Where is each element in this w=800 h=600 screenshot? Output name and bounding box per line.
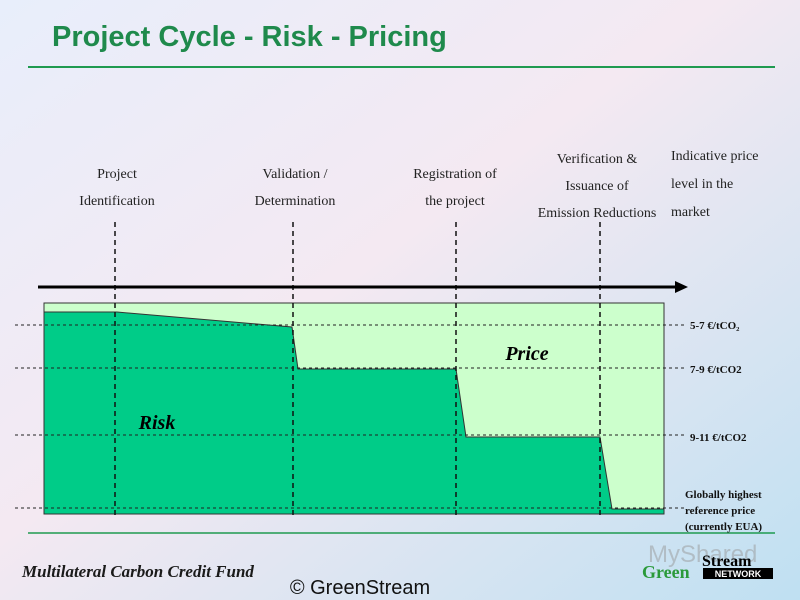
logo-green: Green: [642, 562, 690, 582]
price-level: 5-7 €/tCO₂: [690, 320, 740, 332]
price-level: 7-9 €/tCO2: [690, 364, 742, 376]
logo-bar: [703, 568, 773, 579]
logo-network: NETWORK: [715, 569, 762, 579]
price-label: Price: [504, 343, 548, 365]
logo-stream: Stream: [702, 553, 752, 570]
watermark: MyShared: [648, 541, 757, 568]
arrow-head: [675, 281, 688, 293]
stage-label: Identification: [79, 194, 154, 209]
side-note: Indicative price: [671, 149, 758, 164]
copyright: © GreenStream: [290, 577, 430, 599]
reference-note: reference price: [685, 505, 755, 517]
stage-label: Issuance of: [565, 179, 629, 194]
stage-label: Determination: [255, 194, 336, 209]
stage-label: Validation /: [263, 167, 328, 182]
level-lines: [15, 324, 685, 509]
stage-label: Verification &: [557, 152, 638, 167]
reference-note: Globally highest: [685, 489, 762, 501]
stage-label: Emission Reductions: [538, 206, 657, 221]
title: Project Cycle - Risk - Pricing: [52, 21, 447, 53]
price-level: 9-11 €/tCO2: [690, 432, 747, 444]
fund-name: Multilateral Carbon Credit Fund: [21, 562, 254, 581]
reference-note: (currently EUA): [685, 521, 762, 533]
side-note: market: [671, 205, 710, 220]
stage-label: Project: [97, 167, 137, 182]
stage-label: Registration of: [413, 167, 497, 182]
stage-label: the project: [425, 194, 485, 209]
risk-label: Risk: [138, 412, 176, 434]
side-note: level in the: [671, 177, 733, 192]
stage-lines: [114, 222, 601, 515]
